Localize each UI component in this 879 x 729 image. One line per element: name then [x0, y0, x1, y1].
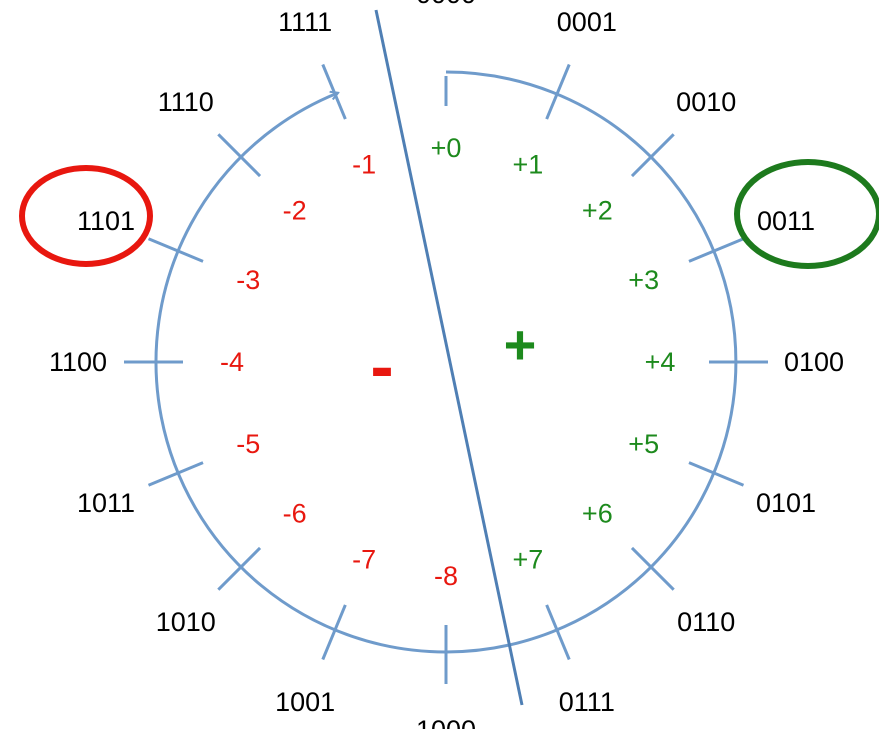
value-label-0010: +2: [582, 196, 613, 226]
highlight-ring-1101: [19, 165, 153, 267]
value-label-1000: -8: [434, 561, 458, 591]
binary-label-1011: 1011: [77, 488, 135, 518]
binary-label-0111: 0111: [559, 687, 615, 717]
value-label-0101: +5: [628, 429, 659, 459]
value-label-0011: +3: [628, 265, 659, 295]
value-label-0110: +6: [582, 498, 613, 528]
tick-0110: [630, 546, 675, 591]
value-label-1100: -4: [220, 347, 244, 377]
tick-0111: [545, 604, 571, 661]
tick-0010: [630, 133, 675, 178]
sign-divider-line: [374, 9, 524, 706]
tick-0011: [688, 237, 745, 263]
binary-label-0000: 0000: [416, 0, 476, 9]
binary-label-0010: 0010: [676, 87, 736, 117]
value-label-1010: -6: [283, 498, 307, 528]
binary-label-1111: 1111: [278, 7, 332, 37]
binary-label-0001: 0001: [557, 7, 617, 37]
highlight-ring-0011: [734, 159, 879, 269]
tick-1110: [217, 133, 262, 178]
binary-label-0110: 0110: [677, 607, 735, 637]
positive-half-label: +: [504, 313, 537, 376]
tick-marks: [124, 63, 768, 684]
binary-label-0011: 0011: [757, 206, 815, 236]
binary-label-0101: 0101: [756, 488, 816, 518]
binary-label-1100: 1100: [49, 347, 107, 377]
binary-label-1001: 1001: [275, 687, 335, 717]
tick-0101: [688, 461, 745, 487]
negative-half-label: -: [370, 327, 393, 405]
tick-1111: [321, 63, 347, 120]
value-label-1110: -2: [283, 196, 307, 226]
value-label-0000: +0: [431, 133, 462, 163]
tick-1001: [321, 604, 347, 661]
binary-label-1010: 1010: [156, 607, 216, 637]
wheel-circle: [154, 70, 738, 654]
value-label-0100: +4: [645, 347, 676, 377]
tick-1101: [147, 237, 204, 263]
tick-1011: [147, 461, 204, 487]
tick-1010: [217, 546, 262, 591]
value-label-0001: +1: [512, 149, 543, 179]
binary-label-0100: 0100: [784, 347, 844, 377]
tick-0001: [545, 63, 571, 120]
binary-label-1110: 1110: [158, 87, 214, 117]
value-label-1111: -1: [352, 149, 376, 179]
value-label-1001: -7: [352, 545, 376, 575]
value-label-1101: -3: [236, 265, 260, 295]
decimal-value-labels: +0 +1 +2 +3 +4 +5 +6 +7 -8 -7 -6 -5 -4 -3 -2 -1: [220, 133, 675, 591]
value-label-1011: -5: [236, 429, 260, 459]
binary-label-1101: 1101: [77, 206, 135, 236]
value-label-0111: +7: [512, 545, 543, 575]
